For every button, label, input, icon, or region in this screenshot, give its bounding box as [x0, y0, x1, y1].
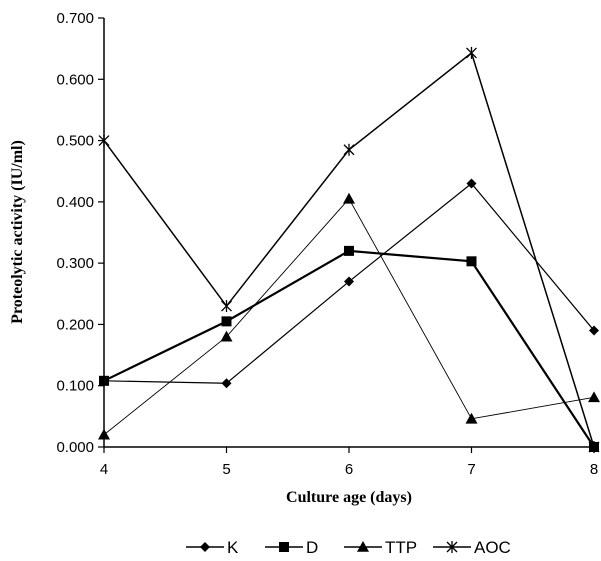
- series-k: [99, 178, 599, 389]
- legend-aoc-label: AOC: [474, 538, 511, 557]
- series-ttp: [98, 192, 600, 440]
- series-k-point: [466, 178, 477, 189]
- y-tick-label: 0.000: [56, 439, 94, 456]
- series-d-point: [99, 375, 109, 386]
- y-tick-label: 0.100: [56, 378, 94, 395]
- y-axis-title: Proteolytic activity (IU/ml): [9, 140, 26, 324]
- legend-k-label: K: [227, 538, 239, 557]
- series-k-point: [221, 378, 232, 389]
- series-ttp-point: [343, 192, 355, 204]
- series-d-point: [466, 256, 477, 267]
- series-k-point: [344, 276, 354, 287]
- series-aoc-point: [221, 300, 232, 313]
- series-d-point: [221, 316, 232, 327]
- y-tick-label: 0.700: [56, 10, 94, 27]
- y-tick-label: 0.300: [56, 255, 94, 272]
- legend: K D TTP AOC: [186, 538, 511, 557]
- x-axis-ticks: 4 5 6 7 8: [100, 447, 598, 478]
- legend-aoc-marker: [446, 541, 458, 553]
- y-tick-label: 0.600: [56, 71, 94, 88]
- y-tick-label: 0.200: [56, 316, 94, 333]
- series-aoc: [98, 46, 600, 453]
- series-ttp-point: [465, 412, 478, 424]
- series-ttp-line: [103, 198, 595, 436]
- series-layer: [98, 46, 600, 453]
- legend-d-label: D: [306, 538, 318, 557]
- series-ttp-point: [220, 330, 233, 342]
- series-ttp-point: [588, 391, 600, 403]
- legend-ttp-label: TTP: [385, 538, 417, 557]
- y-tick-label: 0.500: [56, 133, 94, 150]
- series-d-point: [344, 245, 354, 256]
- series-k-point: [589, 325, 599, 336]
- y-axis-ticks: 0.000 0.100 0.200 0.300 0.400 0.500 0.600 0.700: [56, 10, 104, 456]
- legend-k-marker: [200, 542, 210, 552]
- legend-ttp-marker: [357, 541, 369, 552]
- x-axis-title: Culture age (days): [286, 489, 412, 506]
- y-tick-label: 0.400: [56, 194, 94, 211]
- x-tick-label: 5: [222, 461, 230, 478]
- series-aoc-point: [98, 134, 110, 147]
- series-aoc-point: [466, 46, 477, 59]
- series-aoc-point: [588, 441, 600, 453]
- series-aoc-point: [343, 143, 355, 156]
- x-tick-label: 4: [100, 461, 108, 478]
- series-ttp-point: [98, 428, 110, 440]
- x-tick-label: 8: [590, 461, 598, 478]
- x-tick-label: 6: [345, 461, 353, 478]
- x-tick-label: 7: [467, 461, 475, 478]
- legend-d-marker: [279, 542, 289, 552]
